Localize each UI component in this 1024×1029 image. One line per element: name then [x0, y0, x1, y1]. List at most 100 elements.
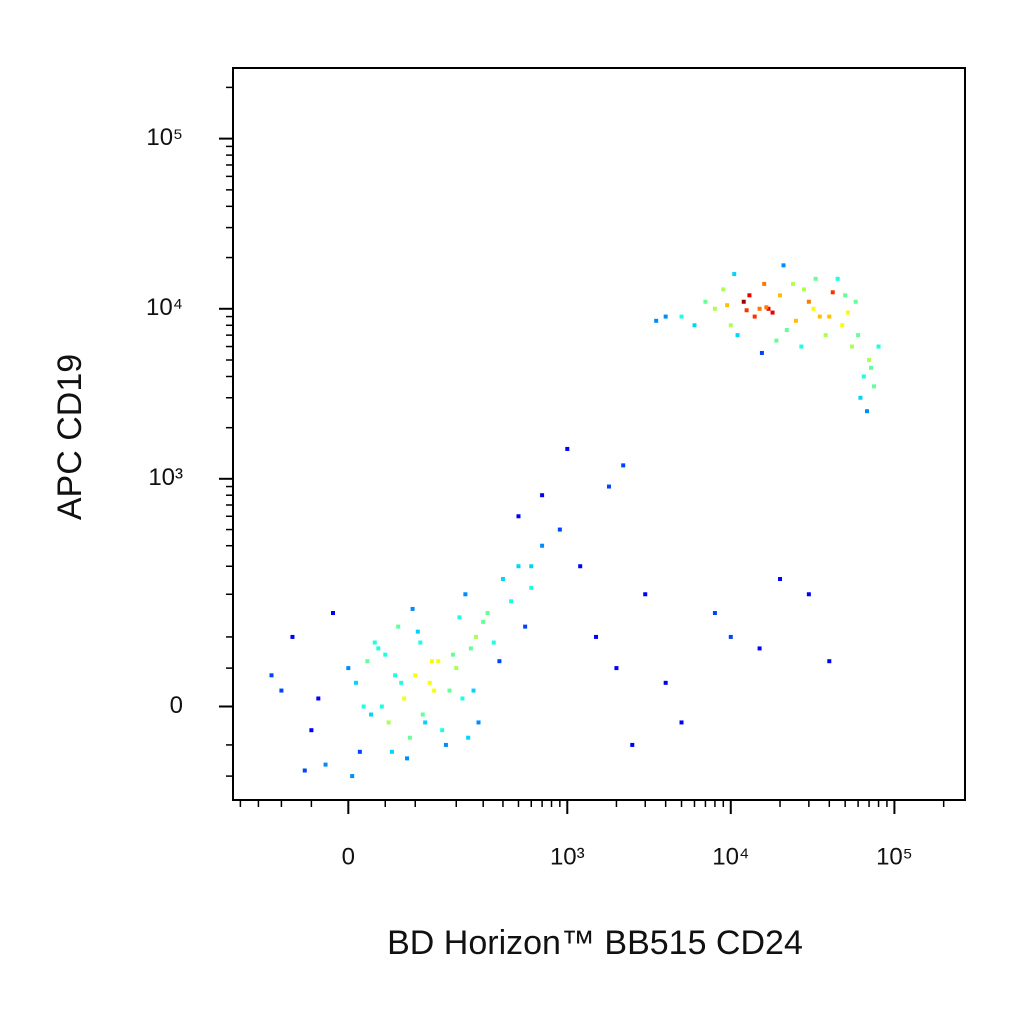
- point: [823, 333, 828, 338]
- point: [418, 640, 423, 645]
- point: [432, 688, 437, 693]
- point: [420, 712, 425, 717]
- point: [840, 323, 845, 328]
- point: [594, 634, 599, 639]
- point: [540, 493, 545, 498]
- point: [454, 666, 459, 671]
- point: [330, 611, 335, 616]
- point: [801, 287, 806, 292]
- point: [830, 290, 835, 295]
- y-tick-label: 10³: [148, 464, 183, 491]
- point: [827, 659, 832, 664]
- point: [540, 543, 545, 548]
- point: [813, 276, 818, 281]
- point: [712, 611, 717, 616]
- point: [752, 314, 757, 319]
- point: [516, 564, 521, 569]
- point: [811, 306, 816, 311]
- point: [770, 310, 775, 315]
- point: [790, 281, 795, 286]
- point: [793, 318, 798, 323]
- point: [402, 696, 407, 701]
- point: [350, 774, 355, 779]
- point: [405, 756, 410, 761]
- point: [302, 768, 307, 773]
- point: [443, 742, 448, 747]
- point: [376, 646, 381, 651]
- point: [491, 640, 496, 645]
- point: [679, 720, 684, 725]
- point: [369, 712, 374, 717]
- point: [323, 762, 328, 767]
- point: [269, 673, 274, 678]
- point: [764, 305, 769, 310]
- point: [757, 646, 762, 651]
- point: [365, 659, 370, 664]
- plot-frame: [232, 67, 966, 801]
- point: [460, 696, 465, 701]
- point: [679, 314, 684, 319]
- point: [309, 728, 314, 733]
- point: [643, 592, 648, 597]
- point: [466, 735, 471, 740]
- point: [806, 592, 811, 597]
- point: [845, 310, 850, 315]
- point: [806, 299, 811, 304]
- point: [654, 318, 659, 323]
- point: [407, 735, 412, 740]
- point: [856, 333, 861, 338]
- point: [316, 696, 321, 701]
- point: [529, 564, 534, 569]
- point: [457, 615, 462, 620]
- point: [725, 303, 730, 308]
- point: [463, 592, 468, 597]
- point: [799, 344, 804, 349]
- point: [843, 293, 848, 298]
- y-axis-label: APC CD19: [51, 354, 89, 520]
- point: [346, 666, 351, 671]
- point: [440, 728, 445, 733]
- point: [509, 599, 514, 604]
- point: [732, 272, 737, 277]
- point: [279, 688, 284, 693]
- point: [468, 646, 473, 651]
- point: [529, 585, 534, 590]
- point: [766, 306, 771, 311]
- point: [778, 293, 783, 298]
- x-axis-label: BD Horizon™ BB515 CD24: [387, 924, 803, 962]
- point: [578, 564, 583, 569]
- point: [614, 666, 619, 671]
- point: [757, 306, 762, 311]
- point: [410, 606, 415, 611]
- point: [423, 720, 428, 725]
- point: [447, 688, 452, 693]
- point: [379, 704, 384, 709]
- point: [413, 673, 418, 678]
- point: [399, 680, 404, 685]
- point: [389, 749, 394, 754]
- point: [835, 276, 840, 281]
- x-tick-label: 10⁴: [712, 843, 749, 870]
- point: [393, 673, 398, 678]
- point: [781, 263, 786, 268]
- point: [744, 308, 749, 313]
- point: [436, 659, 441, 664]
- point: [476, 720, 481, 725]
- y-tick-label: 10⁵: [146, 124, 183, 151]
- x-tick-label: 10⁵: [876, 843, 913, 870]
- point: [471, 688, 476, 693]
- point: [817, 314, 822, 319]
- point: [692, 323, 697, 328]
- point: [827, 314, 832, 319]
- point: [759, 350, 764, 355]
- point: [357, 749, 362, 754]
- point: [290, 634, 295, 639]
- x-tick-label: 0: [342, 843, 355, 870]
- point: [606, 484, 611, 489]
- point: [728, 323, 733, 328]
- point: [871, 384, 876, 389]
- point: [741, 299, 746, 304]
- point: [621, 463, 626, 468]
- point: [774, 338, 779, 343]
